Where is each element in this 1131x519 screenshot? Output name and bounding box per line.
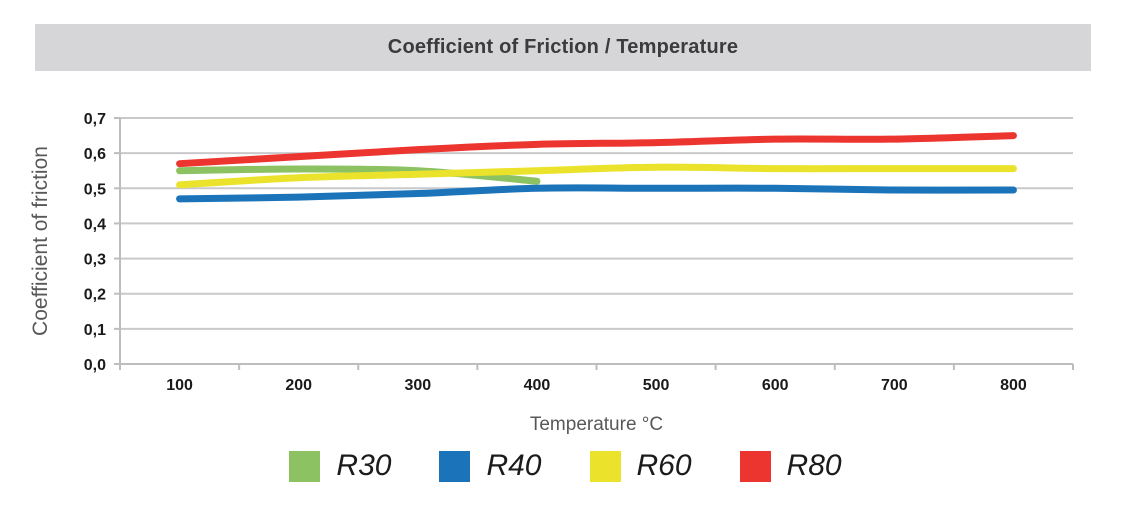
x-tick-label: 500 (643, 377, 670, 394)
x-tick-label: 600 (762, 377, 789, 394)
y-tick-label: 0,5 (84, 181, 106, 198)
legend: R30 R40 R60 R80 (0, 446, 1131, 486)
x-tick-label: 400 (524, 377, 551, 394)
y-tick-label: 0,0 (84, 357, 106, 374)
y-tick-labels: 0,0 0,1 0,2 0,3 0,4 0,5 0,6 0,7 (84, 111, 106, 374)
legend-item-r80: R80 (739, 449, 842, 483)
y-tick-label: 0,2 (84, 287, 106, 304)
y-tick-label: 0,1 (84, 322, 106, 339)
x-tick-label: 100 (166, 377, 193, 394)
y-tick-label: 0,6 (84, 146, 106, 163)
x-tick-label: 300 (404, 377, 431, 394)
x-tick-labels: 100 200 300 400 500 600 700 800 (166, 377, 1027, 394)
series-line-r40 (176, 184, 1017, 203)
legend-label-r30: R30 (336, 449, 392, 482)
series-line-r30 (176, 165, 541, 185)
chart-title: Coefficient of Friction / Temperature (387, 36, 739, 58)
legend-item-r40: R40 (439, 449, 542, 483)
legend-item-r30: R30 (289, 449, 391, 483)
legend-swatch-r30 (289, 450, 321, 482)
legend-swatch-r80 (739, 450, 771, 482)
axes (114, 117, 1074, 370)
legend-item-r60: R60 (589, 449, 692, 483)
gridlines (120, 117, 1073, 330)
legend-label-r40: R40 (486, 449, 542, 482)
y-axis-title: Coefficient of friction (29, 146, 52, 336)
legend-label-r80: R80 (786, 449, 842, 482)
x-tick-label: 700 (881, 377, 908, 394)
legend-swatch-r40 (439, 450, 471, 482)
chart-title-bar: Coefficient of Friction / Temperature (35, 24, 1091, 71)
y-tick-label: 0,4 (84, 216, 106, 233)
legend-swatch-r60 (589, 450, 621, 482)
y-tick-label: 0,3 (84, 252, 106, 269)
series-line-r60 (176, 163, 1017, 189)
series-line-r80 (176, 132, 1017, 168)
x-tick-label: 800 (1000, 377, 1027, 394)
x-tick-label: 200 (285, 377, 312, 394)
y-tick-label: 0,7 (84, 111, 106, 128)
x-axis-title: Temperature °C (529, 414, 664, 435)
plot-area: 0,0 0,1 0,2 0,3 0,4 0,5 0,6 0,7 100 200 300 400 500 6… (84, 111, 1074, 394)
legend-label-r60: R60 (636, 449, 692, 482)
